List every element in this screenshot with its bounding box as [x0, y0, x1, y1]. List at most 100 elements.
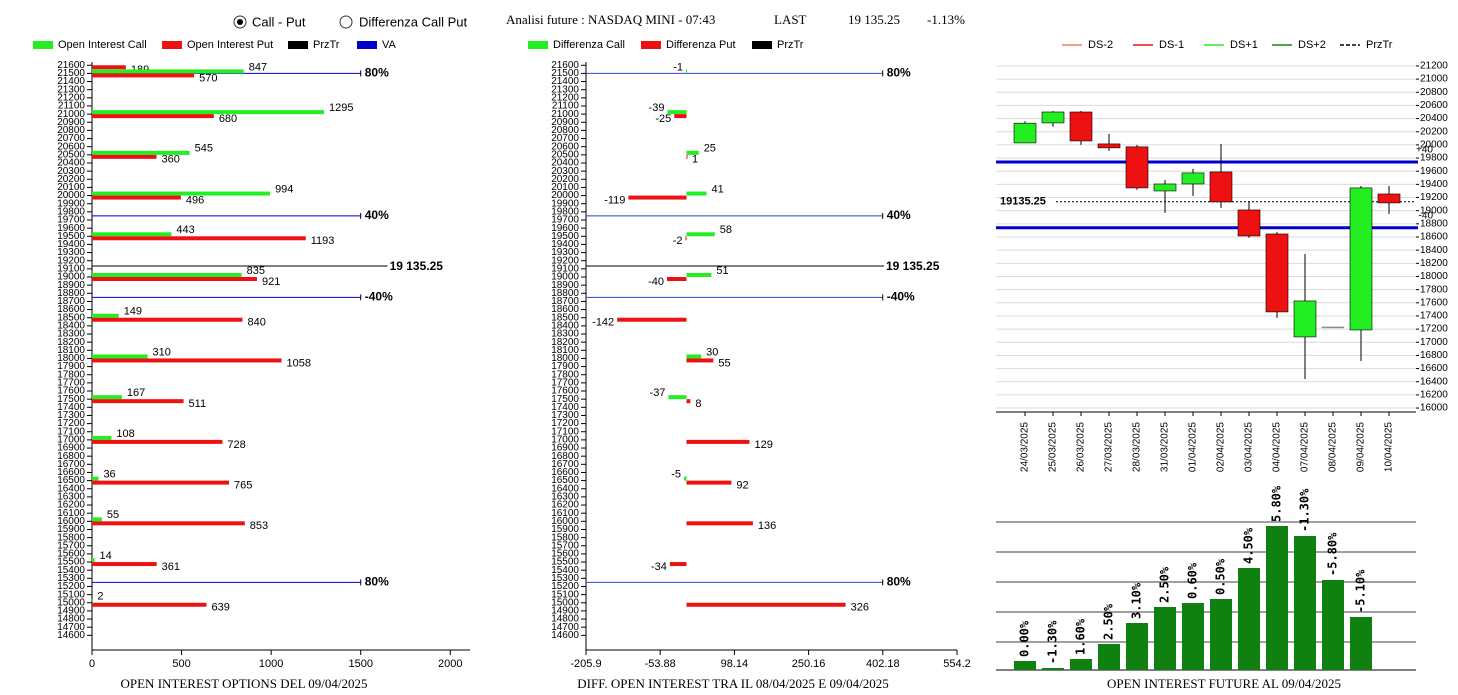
y-tick-label: 18400	[551, 321, 579, 332]
bar	[1238, 568, 1260, 670]
bar-label: -5.10%	[1354, 569, 1368, 613]
legend-swatch	[162, 41, 182, 49]
y-tick-label: 18600	[551, 304, 579, 315]
radio[interactable]: Call - Put	[233, 14, 306, 29]
y-tick-label: 21500	[57, 68, 85, 79]
y-tick-label: 15800	[551, 532, 579, 543]
y-tick-label: 17200	[551, 418, 579, 429]
radio-label[interactable]: Call - Put	[252, 14, 306, 29]
y-tick-label: 16700	[551, 459, 579, 470]
y-tick-label: 18700	[551, 296, 579, 307]
bar	[92, 114, 214, 119]
y-tick-label: 20200	[57, 174, 85, 185]
legend-label: DS+1	[1230, 39, 1258, 51]
level-label: 80%	[365, 575, 389, 589]
y-tick-label: 18000	[57, 353, 85, 364]
bar-label: 51	[716, 265, 728, 277]
bar-label: 149	[124, 306, 142, 318]
x-tick-label: 02/04/2025	[1216, 422, 1227, 472]
y-tick-label: 19500	[551, 231, 579, 242]
bar-label: 55	[107, 509, 119, 521]
bar	[92, 439, 223, 444]
y-tick-label: 21400	[551, 76, 579, 87]
y-tick-label: 17900	[551, 361, 579, 372]
y-tick-label: 19300	[551, 247, 579, 258]
bar	[92, 476, 99, 481]
y-tick-label: 16100	[551, 508, 579, 519]
y-tick-label: 15600	[551, 549, 579, 560]
y-tick-label: 17000	[551, 435, 579, 446]
x-tick-label: 500	[172, 658, 190, 670]
bar-label: -34	[651, 561, 667, 573]
bar-label: -40	[648, 276, 664, 288]
y-tick-label: 18200	[57, 337, 85, 348]
y-tick-label: 20000	[1420, 140, 1448, 151]
x-tick-label: 24/03/2025	[1020, 422, 1031, 472]
candle-body	[1321, 326, 1345, 329]
y-tick-label: 20600	[1420, 100, 1448, 111]
y-tick-label: 16200	[551, 500, 579, 511]
bar	[1042, 668, 1064, 670]
bar	[1098, 644, 1120, 670]
bar-label: 4.50%	[1242, 527, 1256, 564]
candle-body	[1209, 171, 1233, 203]
radio-label[interactable]: Differenza Call Put	[359, 14, 468, 29]
x-tick-label: 27/03/2025	[1104, 422, 1115, 472]
x-tick-label: 26/03/2025	[1076, 422, 1087, 472]
bar-label: -119	[604, 194, 625, 206]
y-tick-label: 21000	[1420, 74, 1448, 85]
bar-label: 3.10%	[1130, 582, 1144, 619]
bar-label: 129	[754, 439, 772, 451]
x-tick-label: 03/04/2025	[1244, 422, 1255, 472]
y-tick-label: 15100	[551, 589, 579, 600]
y-tick-label: 20400	[551, 158, 579, 169]
y-tick-label: 21200	[1420, 61, 1448, 72]
x-tick-label: 554.2	[943, 658, 971, 670]
y-tick-label: 14900	[57, 606, 85, 617]
y-tick-label: 19700	[57, 215, 85, 226]
bar	[686, 439, 750, 444]
bar	[686, 602, 846, 607]
candle-body	[1041, 111, 1065, 124]
y-tick-label: 15300	[551, 573, 579, 584]
y-tick-label: 19800	[57, 206, 85, 217]
y-tick-label: 15300	[57, 573, 85, 584]
y-tick-label: 20300	[551, 166, 579, 177]
legend-label: Differenza Call	[553, 39, 625, 51]
y-tick-label: 17300	[551, 410, 579, 421]
y-tick-label: 21400	[57, 76, 85, 87]
y-tick-label: 15200	[551, 581, 579, 592]
y-tick-label: 15400	[551, 565, 579, 576]
y-tick-label: 18600	[1420, 232, 1448, 243]
y-tick-label: 21600	[551, 60, 579, 71]
y-tick-label: 19200	[1420, 192, 1448, 203]
y-tick-label: 14700	[551, 622, 579, 633]
legend-label: VA	[382, 39, 397, 51]
y-tick-label: 20700	[551, 133, 579, 144]
bar-label: 92	[736, 480, 748, 492]
radio-circle[interactable]	[339, 15, 353, 29]
y-tick-label: 14900	[551, 606, 579, 617]
y-tick-label: 16700	[57, 459, 85, 470]
chart-title: DIFF. OPEN INTEREST TRA IL 08/04/2025 E …	[577, 676, 888, 691]
x-tick-label: 10/04/2025	[1384, 422, 1395, 472]
y-tick-label: 19500	[57, 231, 85, 242]
y-tick-label: 21500	[551, 68, 579, 79]
y-tick-label: 17200	[1420, 324, 1448, 335]
bar	[92, 562, 157, 567]
bar	[92, 558, 95, 563]
bar	[92, 521, 245, 526]
x-tick-label: -53.88	[645, 658, 676, 670]
bar-label: -2	[673, 235, 683, 247]
bar-label: 5.80%	[1270, 485, 1284, 522]
y-tick-label: 20100	[57, 182, 85, 193]
x-tick-label: 2000	[438, 658, 462, 670]
x-tick-label: 0	[89, 658, 95, 670]
y-tick-label: 16000	[1420, 403, 1448, 414]
last-label: LAST	[774, 12, 807, 27]
bar-label: 680	[219, 113, 237, 125]
y-tick-label: 16800	[551, 451, 579, 462]
bar-label: 1.60%	[1074, 618, 1088, 655]
bar	[92, 110, 324, 115]
radio[interactable]: Differenza Call Put	[339, 14, 468, 29]
